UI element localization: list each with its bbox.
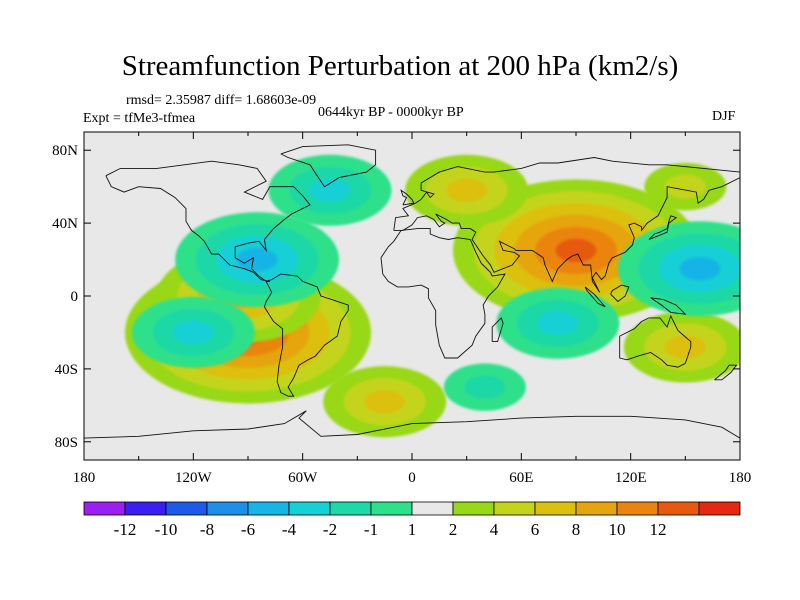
field-contour [172, 320, 214, 345]
field-anomaly-11 [268, 154, 392, 226]
colorbar-label: 10 [609, 520, 626, 539]
x-tick-label: 120W [175, 470, 213, 486]
colorbar-label: -10 [155, 520, 178, 539]
season-label: DJF [712, 109, 736, 124]
coastline-new-zealand [714, 364, 738, 381]
colorbar-swatch [83, 501, 126, 516]
colorbar-label: 1 [408, 520, 417, 539]
stats-text: rmsd= 2.35987 diff= 1.68603e-09 [126, 93, 317, 108]
field-anomaly-5 [623, 311, 740, 383]
colorbar-label: -1 [364, 520, 378, 539]
colorbar-label: -8 [200, 520, 214, 539]
field-contour [555, 238, 597, 263]
y-tick-label: 80N [52, 143, 78, 159]
field-contour [364, 389, 406, 414]
experiment-label: Expt = tfMe3-tfmea [83, 111, 196, 126]
coastline-australia [619, 314, 692, 368]
field-anomaly-6 [644, 162, 727, 211]
colorbar-swatch [411, 501, 454, 516]
coastline-eurasia [393, 157, 740, 293]
colorbar-swatch [165, 501, 208, 516]
coastline-south-america [263, 273, 349, 397]
coastline-new-guinea [650, 297, 687, 315]
colorbar-swatch [288, 501, 331, 516]
x-tick-label: 180 [729, 470, 752, 486]
x-tick-label: 120E [615, 470, 647, 486]
coastline-madagascar [491, 317, 504, 343]
colorbar-swatch [575, 501, 618, 516]
field-anomaly-12 [443, 363, 526, 411]
coastline-north-america [105, 160, 311, 282]
field-anomaly-4 [323, 366, 447, 438]
field-contour [664, 335, 706, 359]
field-contour [446, 178, 488, 203]
colorbar-swatch [124, 501, 167, 516]
x-tick-label: 60W [288, 470, 318, 486]
y-tick-label: 40N [52, 216, 78, 232]
field-anomaly-10 [496, 287, 620, 359]
field-contour [464, 375, 506, 399]
coastline-borneo [610, 284, 630, 303]
colorbar-label: -12 [114, 520, 137, 539]
colorbar-label: -4 [282, 520, 297, 539]
field-anomaly-7 [175, 212, 340, 307]
x-tick-label: 180 [73, 470, 96, 486]
colorbar-swatch [329, 501, 372, 516]
chart-title: Streamfunction Perturbation at 200 hPa (… [121, 50, 679, 82]
colorbar-swatch [452, 501, 495, 516]
colorbar-swatch [698, 501, 741, 516]
colorbar-label: 4 [490, 520, 499, 539]
y-tick-label: 40S [55, 362, 78, 378]
coastline-japan [648, 215, 678, 240]
x-tick-label: 0 [408, 470, 416, 486]
field-contour [664, 174, 706, 199]
field-contour [679, 256, 721, 281]
colorbar-label: -6 [241, 520, 255, 539]
colorbar-label: 8 [572, 520, 581, 539]
colorbar-swatch [247, 501, 290, 516]
colorbar-swatch [657, 501, 700, 516]
field-contour [236, 247, 278, 272]
colorbar-label: 12 [650, 520, 667, 539]
coastline-antarctica [84, 410, 740, 439]
colorbar-swatch [493, 501, 536, 516]
colorbar-label: 6 [531, 520, 540, 539]
colorbar-swatch [616, 501, 659, 516]
coastline-uk [400, 189, 415, 206]
y-tick-label: 80S [55, 435, 78, 451]
field-anomaly-9 [131, 296, 255, 368]
coastline-africa [380, 228, 506, 359]
field-anomaly-3 [405, 154, 529, 226]
x-tick-label: 60E [509, 470, 533, 486]
coastline-greenland [280, 144, 377, 188]
coastline-sumatra [584, 286, 606, 308]
colorbar-swatch [206, 501, 249, 516]
field-anomaly-0 [453, 179, 699, 322]
colorbar-swatch [534, 501, 577, 516]
colorbar-swatch [370, 501, 413, 516]
field-contour [537, 311, 579, 336]
period-label: 0644kyr BP - 0000kyr BP [318, 105, 464, 120]
y-tick-label: 0 [71, 289, 79, 305]
field-anomaly-8 [617, 221, 740, 317]
field-contour [309, 178, 351, 203]
colorbar-label: -2 [323, 520, 337, 539]
colorbar-label: 2 [449, 520, 458, 539]
